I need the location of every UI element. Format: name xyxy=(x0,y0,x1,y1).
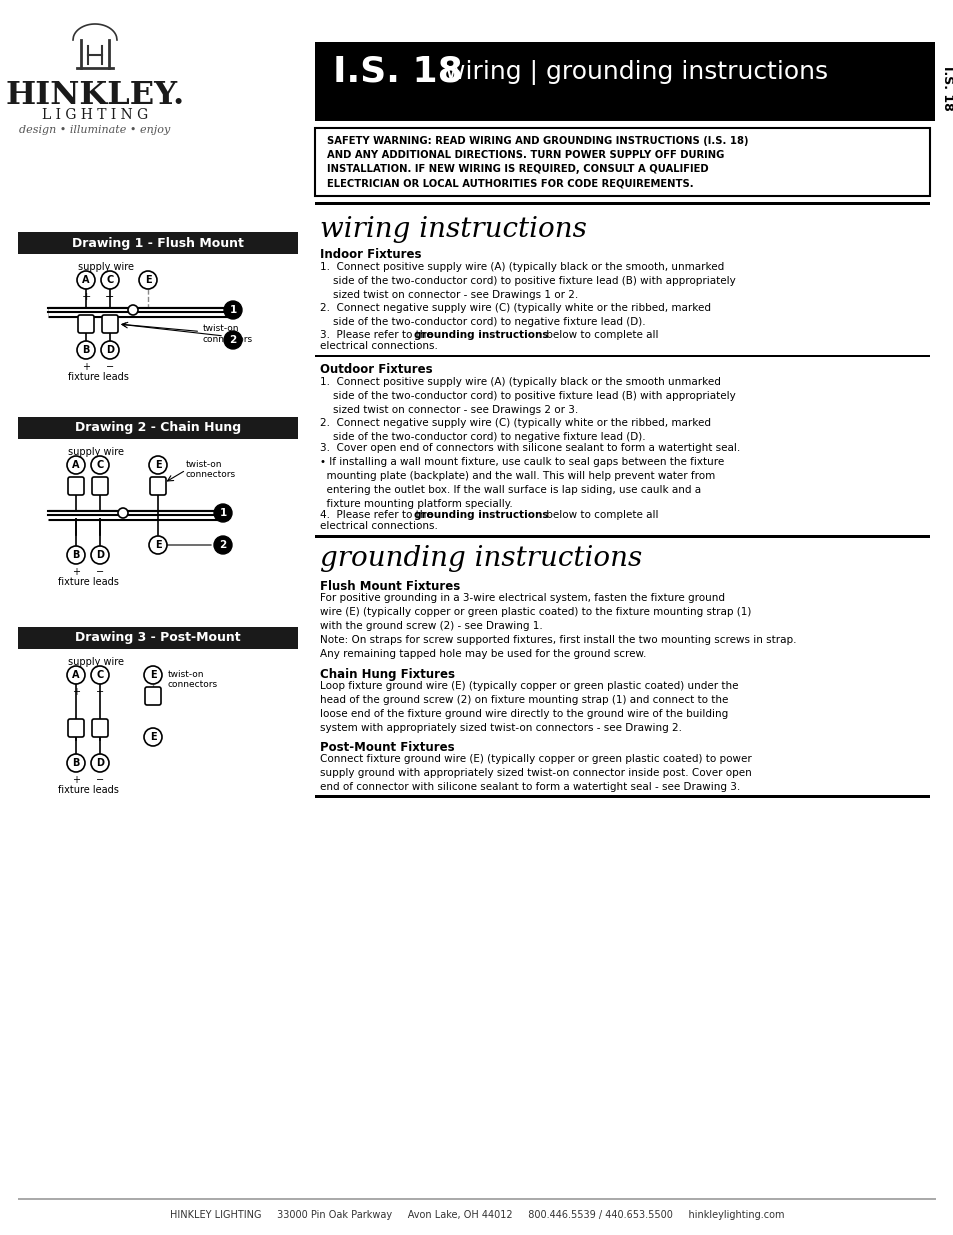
Text: Drawing 3 - Post-Mount: Drawing 3 - Post-Mount xyxy=(75,631,240,645)
Text: twist-on
connectors: twist-on connectors xyxy=(186,459,236,479)
Text: I.S. 18: I.S. 18 xyxy=(333,56,462,89)
Text: A: A xyxy=(82,275,90,285)
Text: grounding instructions: grounding instructions xyxy=(414,510,548,520)
Circle shape xyxy=(67,666,85,684)
FancyBboxPatch shape xyxy=(91,719,108,737)
FancyBboxPatch shape xyxy=(145,687,161,705)
Circle shape xyxy=(91,456,109,474)
Text: C: C xyxy=(96,459,104,471)
Text: 2: 2 xyxy=(229,335,236,345)
Text: L I G H T I N G: L I G H T I N G xyxy=(42,107,148,122)
Text: +: + xyxy=(71,776,80,785)
Text: electrical connections.: electrical connections. xyxy=(319,521,437,531)
Circle shape xyxy=(224,301,242,319)
Text: 2.  Connect negative supply wire (C) (typically white or the ribbed, marked
    : 2. Connect negative supply wire (C) (typ… xyxy=(319,303,710,327)
Text: wiring instructions: wiring instructions xyxy=(319,216,586,243)
FancyBboxPatch shape xyxy=(150,477,166,495)
Bar xyxy=(314,354,929,357)
Circle shape xyxy=(213,536,232,555)
Bar xyxy=(314,128,929,196)
Text: C: C xyxy=(96,671,104,680)
Text: Post-Mount Fixtures: Post-Mount Fixtures xyxy=(319,741,455,755)
Text: grounding instructions: grounding instructions xyxy=(319,545,641,572)
Text: C: C xyxy=(107,275,113,285)
Circle shape xyxy=(144,727,162,746)
Circle shape xyxy=(77,270,95,289)
FancyBboxPatch shape xyxy=(91,477,108,495)
Circle shape xyxy=(101,341,119,359)
Text: HINKLEY LIGHTING     33000 Pin Oak Parkway     Avon Lake, OH 44012     800.446.5: HINKLEY LIGHTING 33000 Pin Oak Parkway A… xyxy=(170,1210,783,1220)
Text: HINKLEY.: HINKLEY. xyxy=(6,80,185,111)
Text: 1: 1 xyxy=(229,305,236,315)
Text: supply wire: supply wire xyxy=(68,657,124,667)
Text: 3.  Please refer to the: 3. Please refer to the xyxy=(319,330,436,340)
Text: 2.  Connect negative supply wire (C) (typically white or the ribbed, marked
    : 2. Connect negative supply wire (C) (typ… xyxy=(319,417,710,442)
Text: • If installing a wall mount fixture, use caulk to seal gaps between the fixture: • If installing a wall mount fixture, us… xyxy=(319,457,723,509)
Text: 1.  Connect positive supply wire (A) (typically black or the smooth unmarked
   : 1. Connect positive supply wire (A) (typ… xyxy=(319,377,735,415)
Text: E: E xyxy=(150,671,156,680)
Bar xyxy=(314,535,929,538)
Text: Drawing 2 - Chain Hung: Drawing 2 - Chain Hung xyxy=(75,421,241,435)
Text: electrical connections.: electrical connections. xyxy=(319,341,437,351)
Circle shape xyxy=(118,508,128,517)
Text: −: − xyxy=(96,687,104,697)
Circle shape xyxy=(139,270,157,289)
Text: twist-on
connectors: twist-on connectors xyxy=(122,322,253,343)
Text: Indoor Fixtures: Indoor Fixtures xyxy=(319,248,421,261)
Text: E: E xyxy=(154,459,161,471)
Bar xyxy=(314,42,934,117)
Text: −: − xyxy=(96,776,104,785)
Circle shape xyxy=(67,755,85,772)
Circle shape xyxy=(224,331,242,350)
Text: fixture leads: fixture leads xyxy=(68,372,129,382)
Text: fixture leads: fixture leads xyxy=(57,577,118,587)
Text: supply wire: supply wire xyxy=(68,447,124,457)
Text: supply wire: supply wire xyxy=(78,262,133,272)
FancyBboxPatch shape xyxy=(68,719,84,737)
Text: fixture leads: fixture leads xyxy=(57,785,118,795)
Text: 3.  Cover open end of connectors with silicone sealant to form a watertight seal: 3. Cover open end of connectors with sil… xyxy=(319,443,740,453)
Bar xyxy=(18,232,297,254)
Text: B: B xyxy=(72,758,80,768)
Text: D: D xyxy=(96,758,104,768)
Bar xyxy=(314,117,934,121)
Circle shape xyxy=(91,546,109,564)
FancyBboxPatch shape xyxy=(78,315,94,333)
Text: Drawing 1 - Flush Mount: Drawing 1 - Flush Mount xyxy=(72,236,244,249)
Text: twist-on
connectors: twist-on connectors xyxy=(168,671,218,689)
Text: below to complete all: below to complete all xyxy=(542,510,658,520)
Text: −: − xyxy=(96,567,104,577)
Text: −: − xyxy=(95,477,105,487)
Text: 1: 1 xyxy=(219,508,227,517)
Circle shape xyxy=(67,456,85,474)
Text: 1.  Connect positive supply wire (A) (typically black or the smooth, unmarked
  : 1. Connect positive supply wire (A) (typ… xyxy=(319,262,735,300)
Text: A: A xyxy=(72,459,80,471)
Text: Loop fixture ground wire (E) (typically copper or green plastic coated) under th: Loop fixture ground wire (E) (typically … xyxy=(319,680,738,734)
Circle shape xyxy=(149,456,167,474)
Text: D: D xyxy=(106,345,113,354)
Text: −: − xyxy=(105,291,114,303)
Text: +: + xyxy=(71,567,80,577)
Bar xyxy=(18,627,297,650)
Circle shape xyxy=(149,536,167,555)
Circle shape xyxy=(91,666,109,684)
Text: Connect fixture ground wire (E) (typically copper or green plastic coated) to po: Connect fixture ground wire (E) (typical… xyxy=(319,755,751,792)
Text: design • illuminate • enjoy: design • illuminate • enjoy xyxy=(19,125,171,135)
Circle shape xyxy=(144,666,162,684)
Circle shape xyxy=(91,755,109,772)
Bar xyxy=(18,1198,935,1199)
Text: below to complete all: below to complete all xyxy=(542,330,658,340)
Bar xyxy=(314,203,929,205)
Text: E: E xyxy=(150,732,156,742)
Text: Chain Hung Fixtures: Chain Hung Fixtures xyxy=(319,668,455,680)
Circle shape xyxy=(213,504,232,522)
Text: SAFETY WARNING: READ WIRING AND GROUNDING INSTRUCTIONS (I.S. 18)
AND ANY ADDITIO: SAFETY WARNING: READ WIRING AND GROUNDIN… xyxy=(327,136,748,188)
Text: D: D xyxy=(96,550,104,559)
Text: +: + xyxy=(81,291,91,303)
Circle shape xyxy=(67,546,85,564)
Text: Flush Mount Fixtures: Flush Mount Fixtures xyxy=(319,580,459,593)
Text: E: E xyxy=(145,275,152,285)
Circle shape xyxy=(77,341,95,359)
Text: E: E xyxy=(154,540,161,550)
Text: −: − xyxy=(106,362,114,372)
